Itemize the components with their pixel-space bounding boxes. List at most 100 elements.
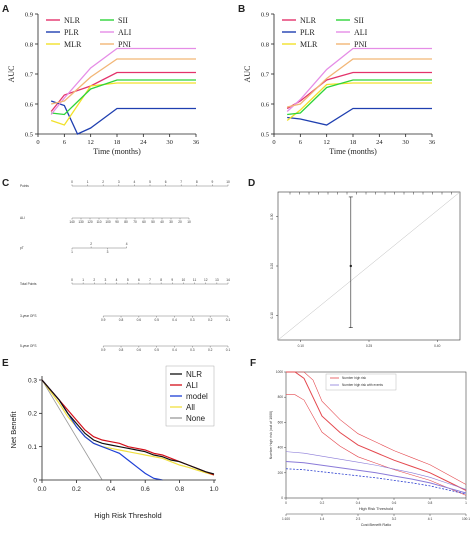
row-tick-label: 130 (78, 220, 84, 224)
legend-label-nlr: NLR (300, 16, 317, 25)
row-tick-label: 10 (182, 278, 186, 282)
y-tick-label: 0.6 (261, 101, 270, 108)
x2-tick-label: 3:2 (392, 517, 397, 521)
x-tick-label: 0.4 (356, 501, 361, 505)
series-line-sii (287, 79, 432, 116)
series-line-pni (51, 58, 196, 105)
legend-label-nlr: NLR (186, 370, 202, 379)
y-tick-label: 0.1 (28, 444, 37, 451)
row-tick-label: 1 (71, 250, 73, 254)
series-ci-upper-number-high-risk (286, 371, 467, 485)
row-tick-label: 70 (133, 220, 137, 224)
row-tick-label: 30 (169, 220, 173, 224)
legend-label-mlr: MLR (64, 40, 82, 49)
legend-label-model: model (186, 392, 208, 401)
x-tick-label: 0.6 (141, 486, 150, 493)
series-line-mlr (286, 82, 432, 122)
series-line-pni (287, 58, 432, 108)
row-tick-label: 4 (134, 180, 136, 184)
legend-label-nlr: NLR (64, 16, 81, 25)
y-axis-label: Number high risk (out of 1000) (269, 411, 273, 460)
series-line-model (41, 379, 163, 481)
legend-label: Number high risk with events (342, 383, 383, 387)
x2-tick-label: 4:1 (428, 517, 433, 521)
series-line-plr (50, 100, 196, 135)
x2-axis-label: Cost:Benefit Ratio (361, 523, 392, 527)
series-line-mlr (50, 82, 196, 126)
x-axis-label: Time (months) (93, 147, 141, 156)
series-line-number-high-risk (286, 371, 467, 491)
row-tick-label: 9 (212, 180, 214, 184)
legend-label-all: All (186, 403, 195, 412)
y-tick-label: 600 (278, 420, 284, 424)
y-tick-label: 0.3 (28, 377, 37, 384)
x-tick-label: 0.2 (320, 501, 325, 505)
row-tick-label: 0.2 (208, 348, 213, 352)
x-tick-label: 24 (376, 139, 383, 146)
x-tick-label: 24 (140, 139, 147, 146)
x2-tick-label: 1:4 (320, 517, 325, 521)
row-tick-label: 12 (204, 278, 208, 282)
x-tick-label: 0.10 (298, 344, 304, 348)
y-axis-label: AUC (243, 66, 252, 83)
panel-E: E 0 0.1 0.2 0.3 0.0 0.2 0.4 0.6 0.8 1.0 High Risk T… (2, 358, 219, 520)
x-tick-label: 0.8 (175, 486, 184, 493)
y-tick-label: 0.7 (261, 71, 270, 78)
x-tick-label: 30 (402, 139, 409, 146)
row-tick-label: 0.6 (137, 348, 142, 352)
reference-line (277, 191, 461, 341)
row-tick-label: 0.1 (226, 348, 231, 352)
y-tick-label: 0.30 (270, 213, 274, 219)
row-label: Points (20, 184, 29, 188)
x-tick-label: 36 (193, 139, 200, 146)
legend-label-sii: SII (118, 16, 128, 25)
row-tick-label: 110 (96, 220, 101, 224)
x2-tick-label: 100:1 (462, 517, 470, 521)
row-tick-label: 9 (171, 278, 173, 282)
row-tick-label: 60 (142, 220, 146, 224)
row-tick-label: 4 (126, 242, 128, 246)
row-label: pT (20, 246, 24, 250)
x-tick-label: 12 (87, 139, 94, 146)
y-tick-label: 0.6 (25, 101, 34, 108)
row-tick-label: 5 (149, 180, 151, 184)
y-tick-label: 0.8 (25, 41, 33, 48)
series-line-all (41, 379, 215, 476)
x-tick-label: 0.2 (72, 486, 81, 493)
series-line-ali (50, 47, 196, 115)
row-tick-label: 90 (115, 220, 119, 224)
series-ci-lower-events (285, 468, 467, 495)
x-tick-label: 0.4 (106, 486, 115, 493)
y-tick-label: 1000 (276, 370, 283, 374)
y-axis-label: Net Benefit (9, 411, 18, 449)
row-tick-label: 13 (215, 278, 219, 282)
x2-tick-label: 1:100 (282, 517, 290, 521)
series-ci-lower-number-high-risk (286, 394, 467, 496)
panel-A: A 0.5 0.6 0.7 0.8 0.9 0 6 12 18 24 30 36 Time (months… (2, 4, 200, 156)
row-tick-label: 6 (165, 180, 167, 184)
row-tick-label: 0.8 (119, 348, 124, 352)
series-line-none (41, 379, 103, 481)
x-tick-label: 12 (323, 139, 330, 146)
row-tick-label: 0.3 (190, 348, 195, 352)
x-tick-label: 36 (429, 139, 436, 146)
x-axis-label: High Risk Threshold (359, 507, 393, 511)
x-tick-label: 0 (272, 139, 275, 146)
y-tick-label: 0 (33, 477, 37, 484)
y-tick-label: 0.7 (25, 71, 34, 78)
x-axis-label: Time (months) (329, 147, 377, 156)
x-tick-label: 0 (285, 501, 287, 505)
row-tick-label: 50 (151, 220, 155, 224)
panel-letter: D (248, 178, 255, 189)
panel-D: D 0.10 0.25 0.40 0.30 0.20 0.10 (248, 178, 461, 348)
panel-letter: C (2, 178, 9, 189)
y-tick-label: 400 (278, 446, 284, 450)
row-tick-label: 2 (93, 278, 95, 282)
row-tick-label: 0.2 (208, 318, 213, 322)
row-tick-label: 0 (71, 278, 73, 282)
row-tick-label: 0.4 (172, 318, 177, 322)
x-axis-label: High Risk Threshold (94, 511, 161, 520)
plot-frame (285, 371, 467, 499)
legend-label-ali: ALI (186, 381, 198, 390)
x2-tick-label: 2:3 (356, 517, 361, 521)
